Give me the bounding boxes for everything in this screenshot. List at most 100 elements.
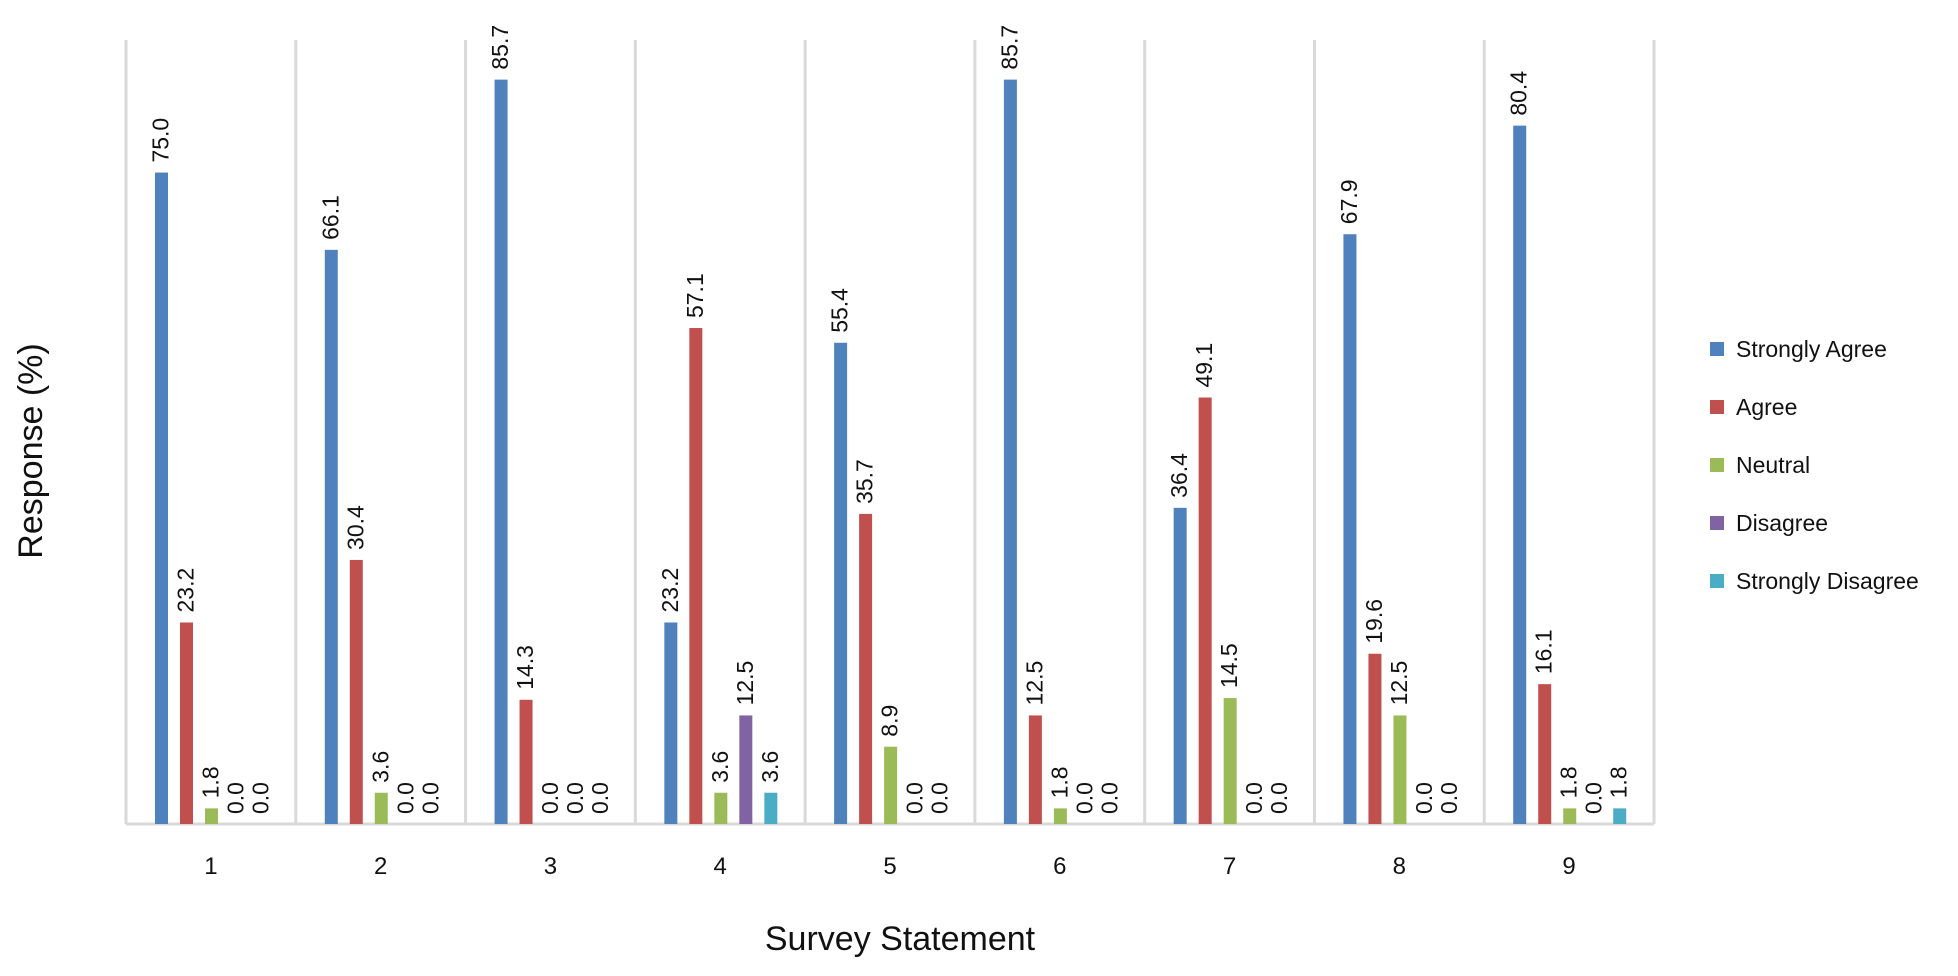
data-label: 16.1 — [1531, 629, 1557, 674]
x-tick-label: 6 — [1053, 853, 1066, 880]
data-label: 85.7 — [996, 25, 1022, 70]
bar — [689, 328, 703, 824]
data-label: 14.5 — [1216, 643, 1242, 688]
data-label: 57.1 — [682, 273, 708, 318]
data-label: 67.9 — [1336, 179, 1362, 224]
bar — [1368, 653, 1382, 824]
data-label: 80.4 — [1506, 71, 1532, 116]
bar — [1513, 125, 1527, 824]
data-label: 0.0 — [1096, 782, 1122, 814]
data-label: 0.0 — [562, 782, 588, 814]
bar — [1028, 715, 1042, 824]
bar — [519, 699, 533, 824]
chart-legend: Strongly Agree Agree Neutral Disagree Strong… — [1710, 320, 1919, 610]
data-label: 19.6 — [1361, 599, 1387, 644]
data-label: 23.2 — [657, 568, 683, 613]
data-label: 12.5 — [732, 661, 758, 706]
legend-item: Neutral — [1710, 436, 1919, 494]
legend-swatch — [1710, 400, 1724, 414]
bar — [1003, 79, 1017, 824]
x-tick-label: 4 — [714, 853, 727, 880]
bars-layer — [155, 79, 1627, 825]
legend-item: Strongly Disagree — [1710, 552, 1919, 610]
bar — [1393, 715, 1407, 824]
bar — [1198, 397, 1212, 824]
bar — [834, 342, 848, 824]
bar — [1173, 507, 1187, 824]
data-label: 0.0 — [1411, 782, 1437, 814]
legend-label: Strongly Agree — [1736, 335, 1887, 362]
data-label: 30.4 — [342, 505, 368, 550]
data-label: 0.0 — [417, 782, 443, 814]
legend-label: Strongly Disagree — [1736, 567, 1919, 594]
data-label: 0.0 — [223, 782, 249, 814]
bar — [764, 792, 778, 824]
data-labels-layer: 75.023.21.8 0.0 0.066.130.43.60.0 0.085.714… — [148, 25, 1632, 814]
data-label: 8.9 — [877, 705, 903, 737]
bar — [884, 746, 898, 824]
x-axis-title: Survey Statement — [765, 920, 1036, 958]
data-label: 23.2 — [173, 568, 199, 613]
x-tick-labels: 1 2 3 4 5 6 7 8 9 — [204, 853, 1576, 880]
data-label: 14.3 — [512, 645, 538, 690]
data-label: 1.8 — [1046, 766, 1072, 798]
data-label: 1.8 — [1556, 766, 1582, 798]
x-tick-label: 2 — [374, 853, 387, 880]
bar — [155, 172, 168, 825]
legend-item: Agree — [1710, 378, 1919, 436]
bar — [1613, 808, 1627, 824]
data-label: 0.0 — [1241, 782, 1267, 814]
x-tick-label: 1 — [204, 853, 217, 880]
data-label: 66.1 — [317, 195, 343, 240]
data-label: 35.7 — [852, 459, 878, 504]
bar — [205, 808, 218, 824]
x-tick-label: 5 — [883, 853, 896, 880]
data-label: 0.0 — [392, 782, 418, 814]
data-label: 75.0 — [148, 118, 174, 163]
data-label: 36.4 — [1166, 453, 1192, 498]
bar — [1563, 808, 1577, 824]
legend-item: Strongly Agree — [1710, 320, 1919, 378]
data-label: 0.0 — [1266, 782, 1292, 814]
bar — [1053, 808, 1067, 824]
legend-label: Agree — [1736, 393, 1798, 420]
bar — [374, 792, 388, 824]
data-label: 3.6 — [367, 751, 393, 783]
data-label: 12.5 — [1021, 661, 1047, 706]
bar — [1538, 684, 1552, 824]
data-label: 0.0 — [248, 782, 274, 814]
legend-item: Disagree — [1710, 494, 1919, 552]
bar — [739, 715, 753, 824]
x-tick-label: 7 — [1223, 853, 1236, 880]
legend-label: Disagree — [1736, 509, 1829, 536]
data-label: 0.0 — [537, 782, 563, 814]
data-label: 0.0 — [1581, 782, 1607, 814]
bar — [324, 249, 338, 824]
bar — [180, 622, 193, 824]
bar — [714, 792, 728, 824]
data-label: 3.6 — [757, 751, 783, 783]
data-label: 3.6 — [707, 751, 733, 783]
legend-swatch — [1710, 342, 1724, 356]
data-label: 0.0 — [927, 782, 953, 814]
data-label: 1.8 — [198, 766, 224, 798]
data-label: 0.0 — [1071, 782, 1097, 814]
y-axis-title: Response (%) — [12, 343, 50, 558]
bar — [494, 79, 508, 824]
data-label: 85.7 — [487, 25, 513, 70]
bar — [664, 622, 678, 824]
data-label: 0.0 — [587, 782, 613, 814]
x-tick-label: 3 — [544, 853, 557, 880]
data-label: 49.1 — [1191, 343, 1217, 388]
x-tick-label: 8 — [1393, 853, 1406, 880]
data-label: 0.0 — [902, 782, 928, 814]
bar — [859, 513, 873, 824]
bar — [1343, 234, 1357, 825]
legend-swatch — [1710, 458, 1724, 472]
x-tick-label: 9 — [1562, 853, 1575, 880]
legend-label: Neutral — [1736, 451, 1811, 478]
legend-swatch — [1710, 516, 1724, 530]
data-label: 12.5 — [1386, 661, 1412, 706]
data-label: 0.0 — [1436, 782, 1462, 814]
